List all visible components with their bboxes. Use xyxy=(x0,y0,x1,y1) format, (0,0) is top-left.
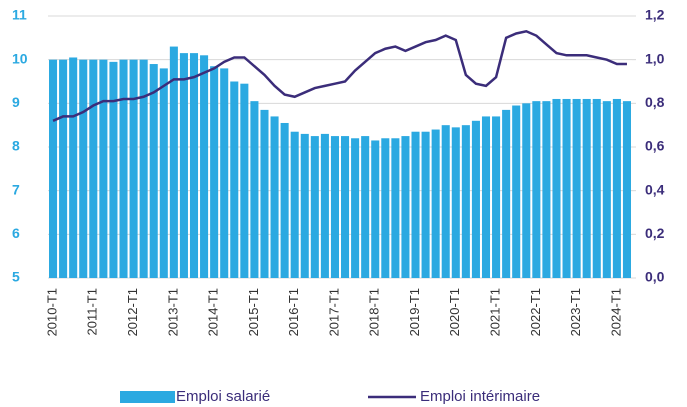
y2-tick-label: 0,8 xyxy=(645,94,665,110)
x-tick-label: 2014-T1 xyxy=(206,288,221,336)
x-tick-label: 2011-T1 xyxy=(85,288,100,335)
x-tick-label: 2019-T1 xyxy=(407,288,422,336)
bar xyxy=(522,103,531,278)
bar xyxy=(119,59,128,278)
bar xyxy=(602,101,611,279)
legend-label: Emploi salarié xyxy=(176,388,270,405)
bar xyxy=(59,59,68,278)
bar xyxy=(371,140,380,278)
bar xyxy=(612,98,621,278)
legend-swatch xyxy=(120,391,175,403)
x-tick-label: 2013-T1 xyxy=(165,288,180,336)
bar xyxy=(189,53,199,278)
bar xyxy=(582,98,591,278)
x-tick-label: 2015-T1 xyxy=(246,288,261,336)
bar xyxy=(502,109,511,278)
bar xyxy=(290,131,299,278)
y-tick-label: 7 xyxy=(12,181,20,197)
bar xyxy=(210,66,219,278)
bar xyxy=(532,101,541,279)
bar xyxy=(260,109,269,278)
bar xyxy=(431,129,440,278)
y2-tick-label: 1,2 xyxy=(645,7,665,23)
y2-tick-label: 0,0 xyxy=(645,269,665,285)
y-tick-label: 9 xyxy=(12,94,20,110)
bar xyxy=(169,46,178,278)
bar xyxy=(562,98,571,278)
bar xyxy=(512,105,521,279)
bar xyxy=(391,138,400,278)
x-tick-label: 2018-T1 xyxy=(367,288,382,336)
bar xyxy=(401,136,410,278)
y-tick-label: 5 xyxy=(12,269,20,285)
bar xyxy=(441,125,450,279)
x-tick-label: 2017-T1 xyxy=(326,288,341,336)
bar xyxy=(411,131,420,278)
bar xyxy=(250,101,259,279)
bar xyxy=(240,83,249,278)
bar xyxy=(461,125,470,279)
y2-tick-label: 1,0 xyxy=(645,50,665,66)
bar xyxy=(330,136,339,278)
bar xyxy=(310,136,319,278)
bar xyxy=(149,64,158,279)
x-tick-label: 2010-T1 xyxy=(44,288,59,336)
y-tick-label: 11 xyxy=(12,7,27,23)
bar xyxy=(592,98,601,278)
bar xyxy=(300,133,309,278)
bar xyxy=(139,59,148,278)
x-tick-label: 2020-T1 xyxy=(447,288,462,336)
bar xyxy=(381,138,390,278)
bar xyxy=(552,98,561,278)
y-tick-label: 6 xyxy=(12,225,20,241)
bar xyxy=(159,68,168,279)
line xyxy=(52,29,627,122)
x-tick-label: 2016-T1 xyxy=(286,288,301,336)
x-tick-label: 2021-T1 xyxy=(488,288,503,336)
bar xyxy=(179,53,188,278)
x-tick-label: 2023-T1 xyxy=(568,288,583,336)
bar xyxy=(451,127,460,278)
bar xyxy=(79,59,88,278)
bar xyxy=(89,59,98,278)
bar xyxy=(220,68,229,279)
bar xyxy=(572,98,581,278)
x-tick-label: 2022-T1 xyxy=(528,288,543,336)
bar xyxy=(230,81,239,278)
bar xyxy=(200,55,209,278)
bar xyxy=(341,136,350,278)
bar xyxy=(109,61,118,278)
bar xyxy=(361,136,370,278)
bar xyxy=(320,133,329,278)
x-tick-label: 2012-T1 xyxy=(125,288,140,336)
bar xyxy=(99,59,108,278)
y2-tick-label: 0,4 xyxy=(645,181,665,197)
bar xyxy=(471,120,480,278)
bar xyxy=(69,57,78,278)
bar xyxy=(49,59,58,278)
legend-label: Emploi intérimaire xyxy=(420,388,540,405)
bar xyxy=(542,101,551,279)
bar xyxy=(492,116,501,278)
bar xyxy=(481,116,491,278)
y2-tick-label: 0,2 xyxy=(645,225,665,241)
x-tick-label: 2024-T1 xyxy=(608,288,623,336)
y-tick-label: 8 xyxy=(12,138,20,154)
bar xyxy=(129,59,138,278)
y2-tick-label: 0,6 xyxy=(645,138,665,154)
bar xyxy=(280,122,289,278)
y-tick-label: 10 xyxy=(12,50,28,66)
bar xyxy=(351,138,360,278)
bar xyxy=(421,131,430,278)
bar xyxy=(622,101,631,279)
bar xyxy=(270,116,279,278)
